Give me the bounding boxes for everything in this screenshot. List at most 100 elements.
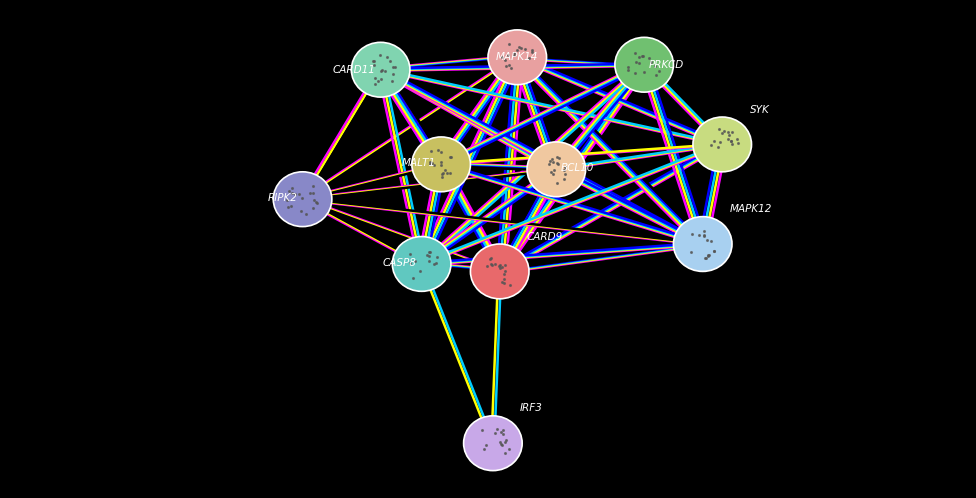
Point	[478, 441, 494, 449]
Text: CASP8: CASP8	[383, 258, 417, 268]
Point	[483, 254, 499, 262]
Point	[497, 56, 512, 64]
Point	[706, 247, 721, 254]
Point	[424, 147, 439, 155]
Point	[497, 438, 512, 446]
Point	[720, 135, 736, 143]
Text: CARD11: CARD11	[333, 65, 376, 75]
Ellipse shape	[351, 42, 410, 97]
Point	[305, 204, 321, 212]
Point	[298, 210, 313, 218]
Point	[500, 51, 515, 59]
Point	[474, 426, 490, 434]
Point	[721, 130, 737, 138]
Point	[630, 59, 646, 67]
Point	[366, 57, 382, 65]
Point	[643, 58, 659, 66]
Point	[684, 230, 700, 238]
Point	[405, 274, 421, 282]
Point	[433, 161, 449, 169]
Point	[491, 262, 507, 270]
Point	[487, 429, 503, 437]
Point	[524, 48, 540, 56]
Point	[704, 141, 719, 149]
Text: RIPK2: RIPK2	[267, 193, 298, 203]
Point	[557, 163, 573, 171]
Ellipse shape	[470, 244, 529, 299]
Point	[497, 449, 512, 457]
Point	[484, 260, 500, 268]
Ellipse shape	[615, 37, 673, 92]
Point	[423, 249, 438, 256]
Point	[309, 199, 325, 207]
Point	[293, 207, 308, 215]
Point	[501, 61, 516, 69]
Point	[621, 63, 636, 71]
Point	[495, 430, 510, 438]
Point	[386, 63, 401, 71]
Point	[501, 446, 516, 454]
Point	[385, 77, 400, 85]
Point	[380, 53, 395, 61]
Point	[281, 187, 297, 195]
Ellipse shape	[464, 416, 522, 471]
Point	[700, 237, 715, 245]
Point	[507, 49, 522, 57]
Point	[385, 70, 400, 78]
Point	[482, 255, 498, 263]
Point	[294, 194, 309, 202]
Point	[696, 231, 712, 239]
Point	[683, 248, 699, 256]
Point	[280, 203, 296, 211]
Point	[627, 69, 642, 77]
Point	[551, 154, 567, 162]
Point	[507, 51, 522, 59]
Point	[402, 250, 418, 258]
Point	[496, 275, 511, 283]
Point	[421, 257, 436, 265]
Point	[517, 45, 533, 53]
Point	[511, 43, 527, 51]
Text: IRF3: IRF3	[520, 403, 543, 413]
Text: SYK: SYK	[750, 105, 769, 115]
Point	[556, 166, 572, 174]
Point	[433, 148, 449, 156]
Point	[420, 251, 435, 259]
Point	[407, 257, 423, 265]
Point	[284, 184, 300, 192]
Point	[442, 168, 458, 176]
Point	[439, 169, 455, 177]
Point	[629, 58, 644, 66]
Point	[412, 266, 427, 274]
Point	[430, 146, 446, 154]
Point	[495, 426, 510, 434]
Point	[549, 159, 565, 167]
Point	[509, 46, 525, 54]
Text: MAPK14: MAPK14	[496, 52, 539, 62]
Point	[308, 198, 324, 206]
Point	[541, 160, 556, 168]
Point	[367, 74, 383, 82]
Point	[711, 143, 726, 151]
Point	[712, 125, 727, 133]
Point	[636, 69, 652, 77]
Point	[701, 252, 716, 260]
Point	[476, 445, 492, 453]
Point	[493, 261, 508, 269]
Point	[494, 441, 509, 449]
Point	[494, 440, 509, 448]
Point	[425, 159, 440, 167]
Ellipse shape	[527, 142, 586, 197]
Point	[367, 80, 383, 88]
Point	[641, 54, 657, 62]
Point	[490, 425, 506, 433]
Point	[714, 129, 730, 137]
Point	[729, 135, 745, 143]
Point	[494, 263, 509, 271]
Point	[546, 170, 561, 178]
Text: MAPK12: MAPK12	[730, 204, 772, 214]
Point	[549, 179, 565, 187]
Point	[422, 252, 437, 260]
Point	[437, 165, 453, 173]
Point	[479, 262, 495, 270]
